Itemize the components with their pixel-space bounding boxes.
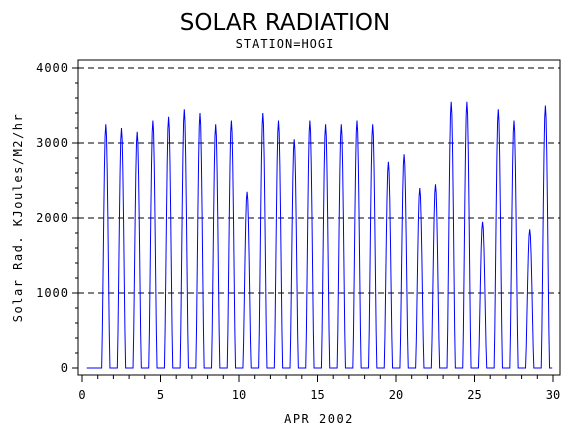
solar-radiation-series-line: [86, 101, 553, 369]
x-axis: 0 5 10 15 20 25 30: [78, 375, 560, 402]
y-tick-label: 1000: [36, 286, 69, 300]
x-tick-label: 0: [78, 388, 85, 402]
x-tick-label: 5: [157, 388, 164, 402]
chart-subtitle: STATION=HOGI: [236, 37, 335, 51]
y-tick-label: 4000: [36, 61, 69, 75]
grid-lines: [78, 67, 560, 294]
y-tick-label: 3000: [36, 136, 69, 150]
x-tick-label: 10: [232, 388, 246, 402]
y-axis-label: Solar Rad. KJoules/M2/hr: [11, 113, 25, 322]
x-tick-label: 15: [310, 388, 324, 402]
x-axis-label: APR 2002: [284, 412, 354, 426]
x-tick-label: 20: [389, 388, 403, 402]
y-axis: 0 1000 2000 3000 4000: [36, 61, 78, 375]
x-tick-label: 30: [546, 388, 560, 402]
chart-title: SOLAR RADIATION: [180, 10, 390, 36]
x-tick-label: 25: [467, 388, 481, 402]
y-tick-label: 0: [61, 361, 69, 375]
y-tick-label: 2000: [36, 211, 69, 225]
